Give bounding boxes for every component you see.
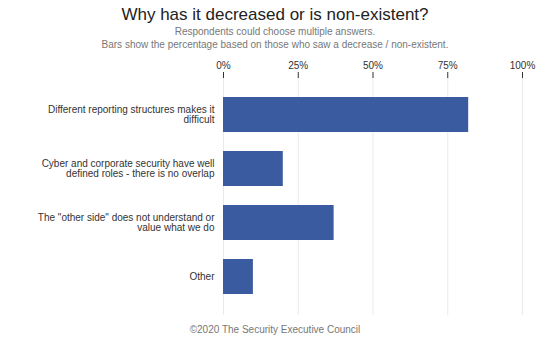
svg-text:The "other side" does not unde: The "other side" does not understand orv…	[38, 212, 215, 233]
svg-text:Cyber and corporate security h: Cyber and corporate security have wellde…	[42, 158, 215, 179]
svg-text:Different reporting structures: Different reporting structures makes itd…	[48, 104, 215, 125]
svg-text:50%: 50%	[363, 60, 383, 71]
html-text:Why has it decreased or is non: Why has it decreased or is non-existent?	[121, 5, 429, 24]
svg-text:25%: 25%	[288, 60, 308, 71]
html-text:©2020 The Security Executive C: ©2020 The Security Executive Council	[189, 324, 361, 335]
svg-text:Other: Other	[189, 271, 215, 282]
svg-text:100%: 100%	[510, 60, 536, 71]
svg-text:75%: 75%	[438, 60, 458, 71]
html-text:Respondents could choose multi: Respondents could choose multiple answer…	[174, 26, 376, 37]
svg-text:0%: 0%	[216, 60, 231, 71]
html-text:Bars show the percentage based: Bars show the percentage based on those …	[101, 39, 449, 50]
